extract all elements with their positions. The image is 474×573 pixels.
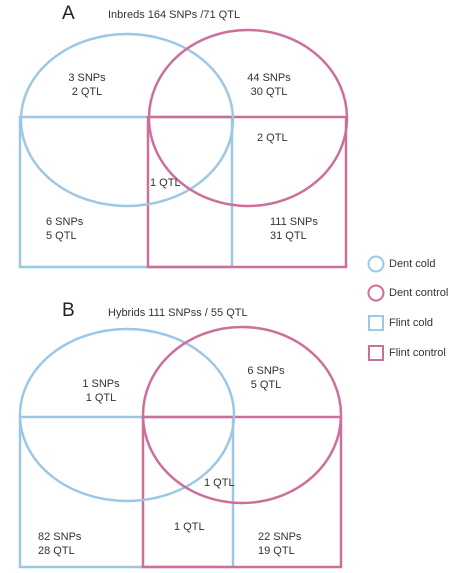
panel-a-dent-control-flint-control: 2 QTL	[257, 132, 288, 144]
panel-b-flint-cold-only: 82 SNPs 28 QTL	[38, 530, 81, 558]
panel-b-flint-cold-snps: 82 SNPs	[38, 531, 82, 543]
panel-b-dent-cold-ellipse	[18, 327, 236, 503]
panel-b-dent-control-snps: 6 SNPs	[247, 365, 285, 377]
legend-flint-cold-marker	[368, 315, 384, 331]
panel-b-dent-cold-qtl: 1 QTL	[85, 392, 117, 404]
legend-dent-cold-marker	[367, 255, 385, 273]
panel-a-dent-cold-snps: 3 SNPs	[68, 72, 106, 84]
panel-a-flint-cold-rect	[18, 115, 234, 269]
panel-a-dent-cold-only: 3 SNPs 2 QTL	[62, 71, 112, 99]
panel-a-dent-cold-qtl: 2 QTL	[71, 86, 103, 98]
panel-b-flint-control-qtl: 19 QTL	[258, 545, 295, 557]
legend-dent-control-label: Dent control	[389, 287, 449, 299]
panel-a-flint-control-rect	[146, 115, 348, 269]
panel-a-letter: A	[62, 3, 75, 24]
panel-a-flint-control-qtl: 31 QTL	[270, 230, 307, 242]
panel-b-flint-cold-qtl: 28 QTL	[38, 545, 75, 557]
panel-b-title: Hybrids 111 SNPss / 55 QTL	[108, 307, 248, 319]
panel-a-flint-control-only: 111 SNPs 31 QTL	[270, 215, 318, 243]
panel-b-flint-overlap-label: 1 QTL	[174, 521, 205, 533]
panel-b-flint-control-only: 22 SNPs 19 QTL	[258, 530, 301, 558]
panel-a-flint-cold-snps: 6 SNPs	[46, 216, 84, 228]
panel-b-flint-control-snps: 22 SNPs	[258, 531, 302, 543]
panel-a-dent-control-snps: 44 SNPs	[247, 72, 291, 84]
panel-b-dent-control-qtl: 5 QTL	[250, 379, 282, 391]
legend-flint-cold-label: Flint cold	[389, 317, 434, 329]
panel-b-dent-cold-only: 1 SNPs 1 QTL	[76, 377, 126, 405]
panel-b-dent-control-ellipse	[141, 325, 343, 505]
panel-a-flint-control-snps: 111 SNPs	[270, 216, 318, 228]
panel-a-dent-control-qtl: 30 QTL	[250, 86, 288, 98]
legend-dent-cold-label: Dent cold	[389, 258, 436, 270]
panel-a-dent-cold-ellipse	[19, 32, 235, 208]
legend-flint-control-marker	[368, 345, 384, 361]
panel-a-center-label: 1 QTL	[150, 177, 181, 189]
panel-b-center-label: 1 QTL	[204, 477, 235, 489]
panel-a-dent-control-ellipse	[147, 28, 349, 208]
panel-b-flint-cold-rect	[18, 415, 235, 569]
panel-a-flint-cold-only: 6 SNPs 5 QTL	[46, 215, 83, 243]
panel-b-dent-control-only: 6 SNPs 5 QTL	[241, 364, 291, 392]
panel-b-letter: B	[62, 300, 75, 321]
panel-a-title: Inbreds 164 SNPs /71 QTL	[108, 9, 241, 21]
panel-b-flint-control-rect	[141, 415, 343, 569]
panel-b-dent-cold-snps: 1 SNPs	[82, 378, 120, 390]
panel-a-flint-cold-qtl: 5 QTL	[46, 230, 77, 242]
panel-a-dent-control-only: 44 SNPs 30 QTL	[241, 71, 297, 99]
legend-dent-control-marker	[367, 284, 385, 302]
legend-flint-control-label: Flint control	[389, 347, 446, 359]
